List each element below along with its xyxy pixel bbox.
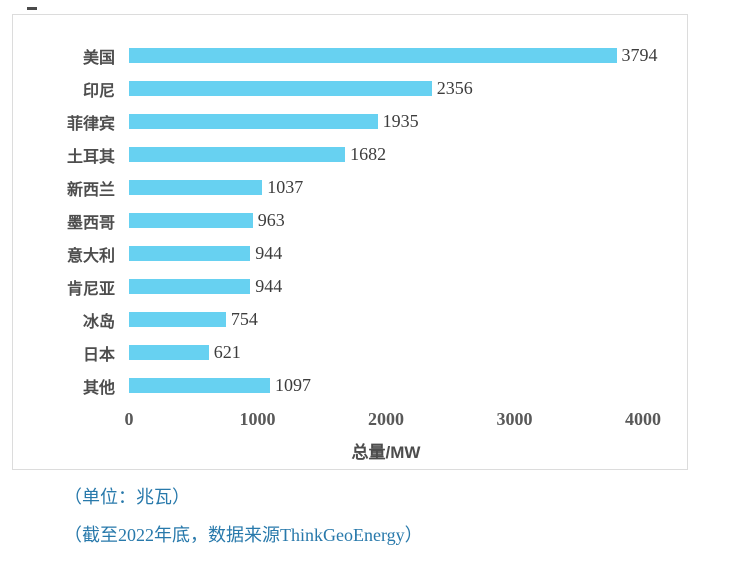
category-label: 肯尼亚 [66, 280, 115, 298]
bar [129, 114, 378, 129]
x-tick-label: 1000 [239, 409, 276, 429]
bar [129, 312, 226, 327]
category-label: 冰岛 [82, 313, 115, 331]
bar-row: 土耳其 1682 [19, 138, 643, 171]
bar-track: 621 [129, 336, 643, 369]
category-label: 其他 [82, 379, 115, 397]
bar-row: 冰岛 754 [19, 303, 643, 336]
chart-captions: （单位：兆瓦） （截至2022年底，数据来源ThinkGeoEnergy） [64, 488, 423, 564]
bar-row: 美国 3794 [19, 39, 658, 72]
category-label: 美国 [82, 49, 115, 67]
bar [129, 81, 432, 96]
bar-track: 944 [129, 237, 643, 270]
x-tick-label: 0 [124, 409, 134, 429]
value-label: 1935 [382, 111, 419, 131]
value-label: 944 [255, 243, 283, 263]
bar-row: 日本 621 [19, 336, 643, 369]
bar-row: 菲律宾 1935 [19, 105, 643, 138]
bar-track: 3794 [129, 39, 658, 72]
bar-track: 754 [129, 303, 643, 336]
bar-chart: 美国 3794 印尼 2356 菲律宾 1935 土耳其 1682 新西兰 1037 墨西哥 963 意… [12, 14, 688, 470]
category-label: 墨西哥 [66, 214, 115, 232]
category-label: 菲律宾 [66, 115, 115, 133]
bar-rows: 美国 3794 印尼 2356 菲律宾 1935 土耳其 1682 新西兰 1037 墨西哥 963 意… [19, 39, 658, 402]
bar-track: 944 [129, 270, 643, 303]
bar-track: 1037 [129, 171, 643, 204]
bar [129, 180, 263, 195]
caption-unit: （单位：兆瓦） [64, 487, 190, 507]
x-axis-title: 总量/MW [351, 443, 421, 462]
axis-spacer [19, 438, 129, 463]
value-label: 754 [230, 309, 258, 329]
category-label: 土耳其 [66, 148, 115, 166]
bar-track: 2356 [129, 72, 643, 105]
value-label: 2356 [436, 78, 473, 98]
value-label: 1097 [274, 375, 311, 395]
bar-row: 意大利 944 [19, 237, 643, 270]
bar [129, 246, 251, 261]
bar [129, 48, 617, 63]
category-label: 日本 [82, 346, 115, 364]
bar [129, 378, 270, 393]
bar-track: 1097 [129, 369, 643, 402]
bar-row: 新西兰 1037 [19, 171, 643, 204]
bar-row: 肯尼亚 944 [19, 270, 643, 303]
bar-row: 印尼 2356 [19, 72, 643, 105]
bar-track: 1935 [129, 105, 643, 138]
value-label: 3794 [621, 45, 658, 65]
bar [129, 345, 209, 360]
x-tick-label: 3000 [496, 409, 533, 429]
value-label: 944 [255, 276, 283, 296]
caption-source: （截至2022年底，数据来源ThinkGeoEnergy） [64, 525, 423, 545]
x-tick-label: 4000 [625, 409, 661, 429]
bar [129, 147, 346, 162]
bar-track: 1682 [129, 138, 643, 171]
bar [129, 213, 253, 228]
x-axis-label-row: 总量/MW [19, 438, 643, 463]
x-axis: 0 1000 2000 3000 4000 [19, 402, 662, 432]
bar-track: 963 [129, 204, 643, 237]
value-label: 963 [257, 210, 285, 230]
x-tick-label: 2000 [368, 409, 404, 429]
axis-spacer [19, 402, 129, 432]
value-label: 1682 [350, 144, 387, 164]
category-label: 意大利 [66, 247, 115, 265]
x-axis-ticks: 0 1000 2000 3000 4000 [125, 402, 662, 432]
category-label: 印尼 [82, 82, 115, 100]
value-label: 621 [213, 342, 241, 362]
bar-row: 墨西哥 963 [19, 204, 643, 237]
bar [129, 279, 251, 294]
value-label: 1037 [267, 177, 304, 197]
category-label: 新西兰 [66, 181, 115, 199]
stray-text-fragment [27, 7, 37, 10]
bar-row: 其他 1097 [19, 369, 643, 402]
